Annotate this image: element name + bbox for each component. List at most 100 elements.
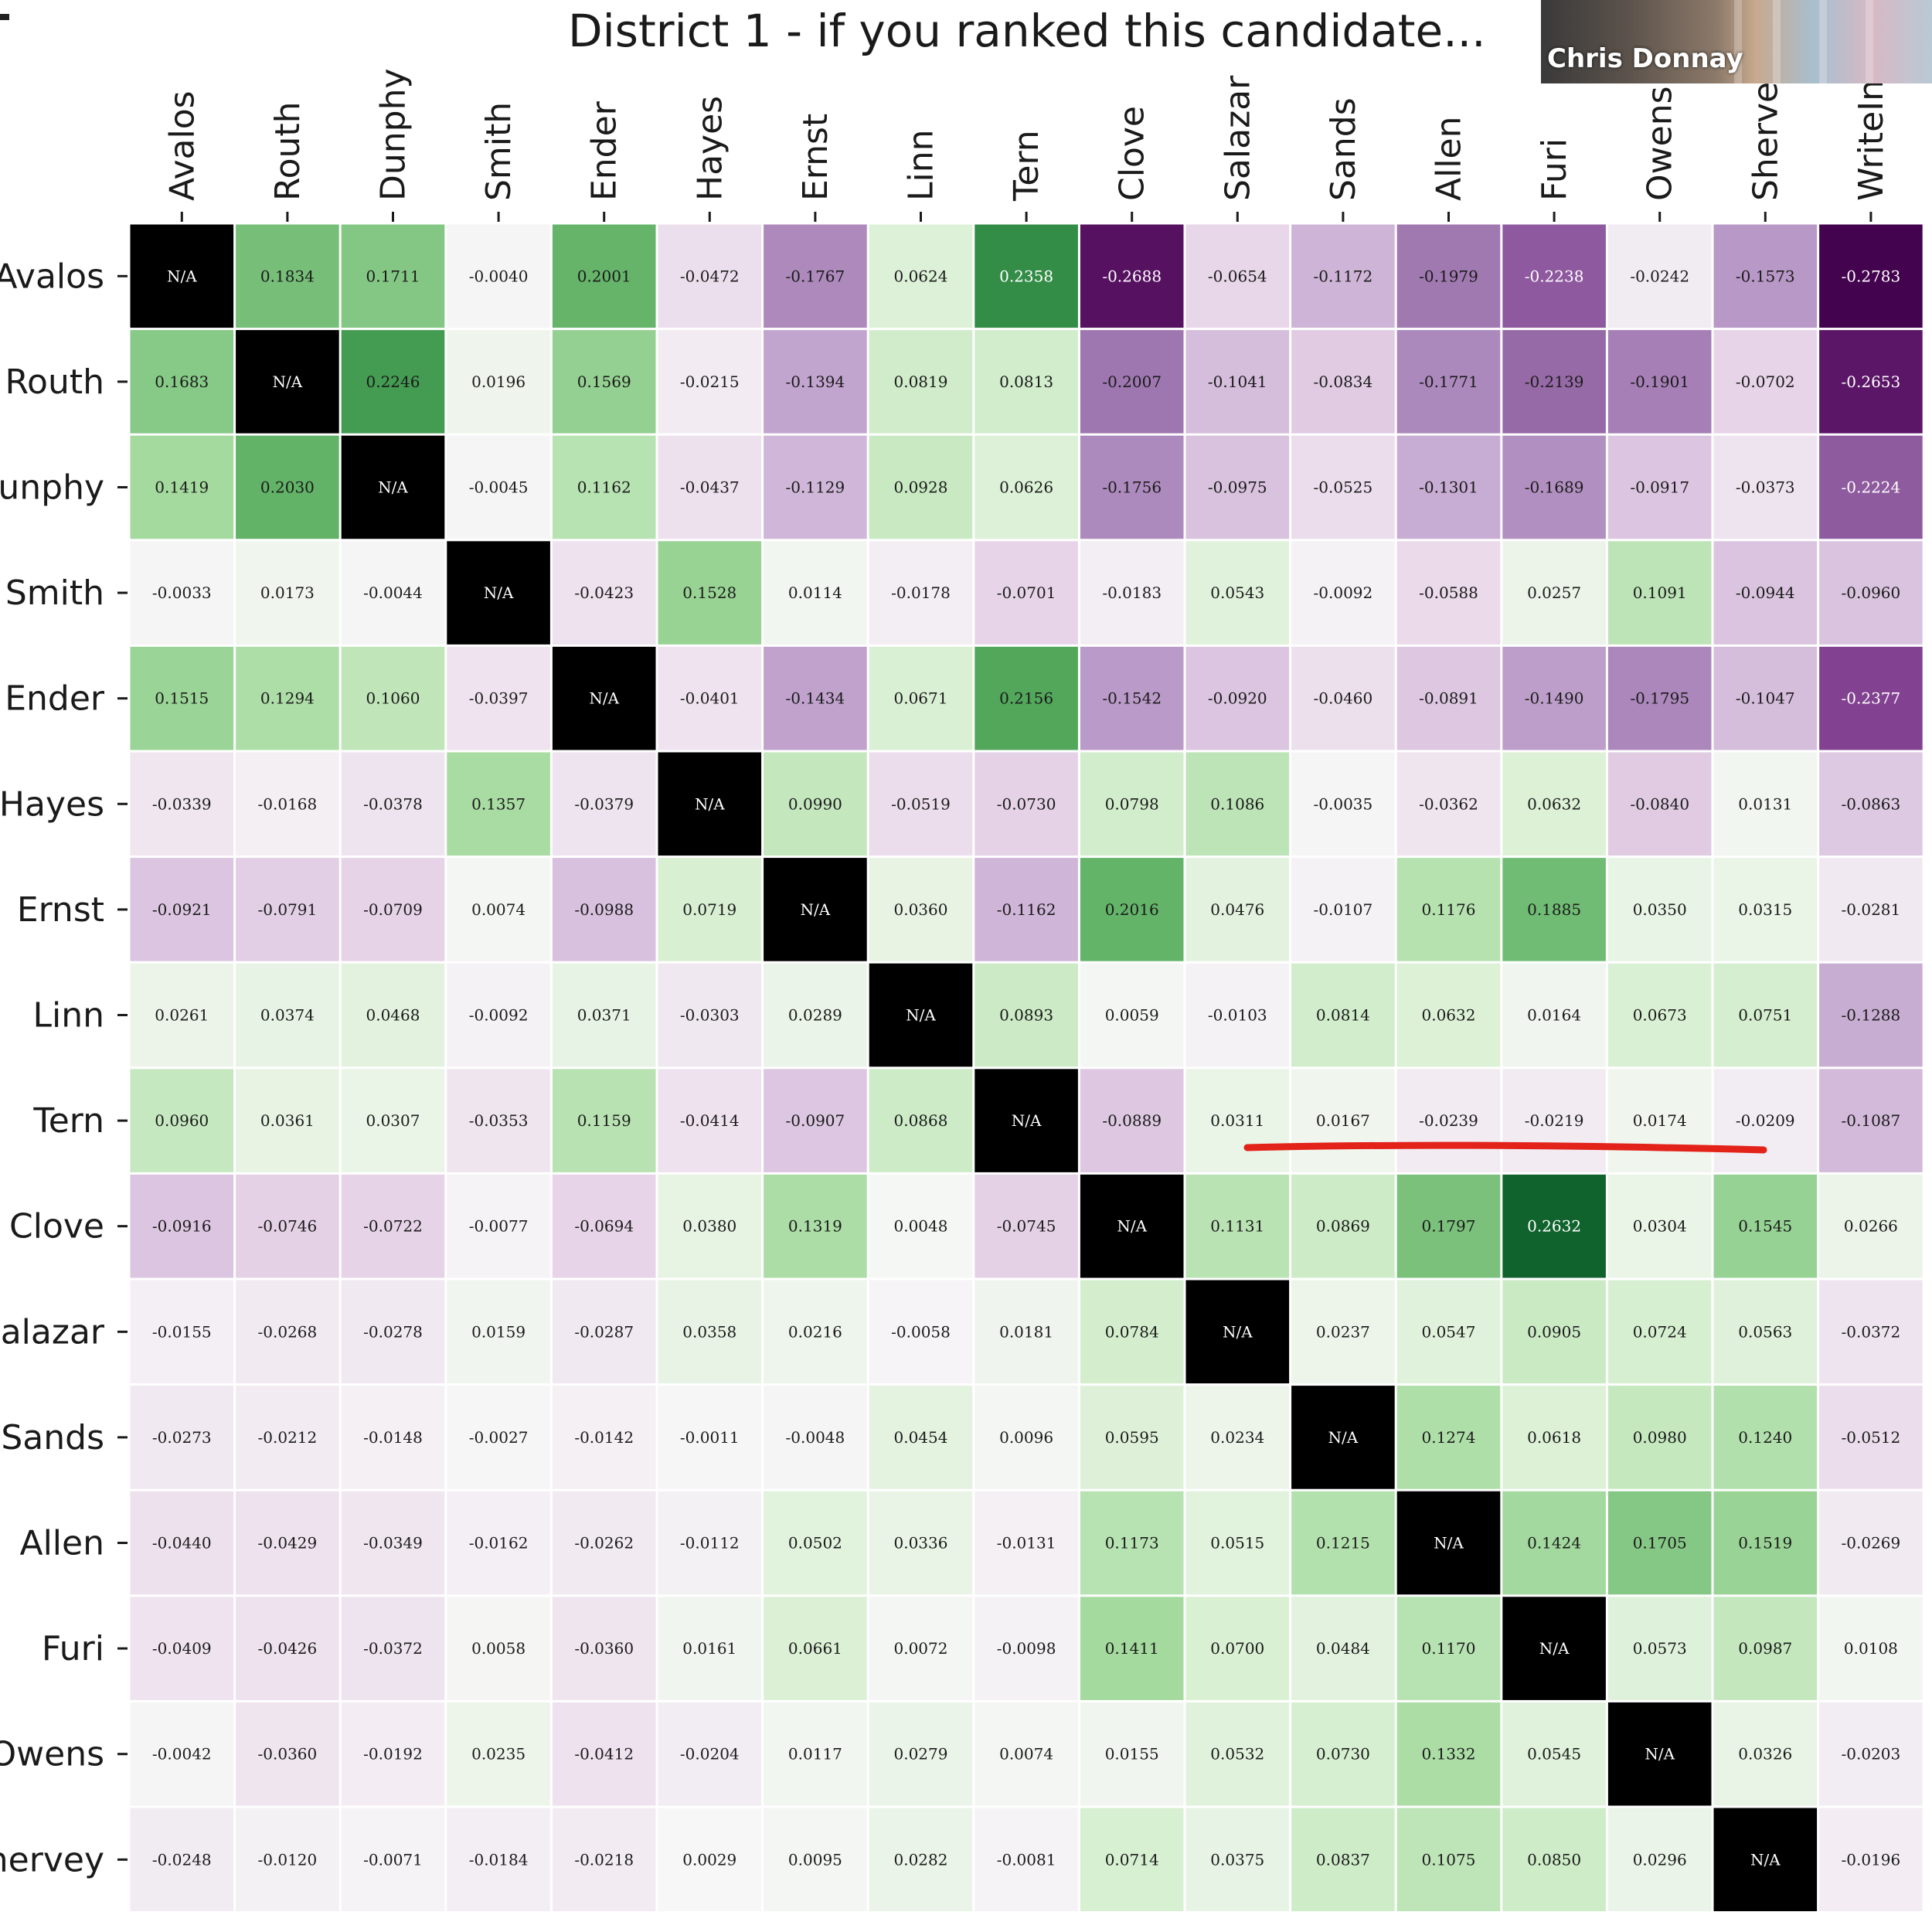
cell-value-label: -0.1542	[1102, 689, 1162, 708]
cell-value-label: 0.0632	[1527, 794, 1581, 813]
heatmap-cell	[341, 1069, 445, 1172]
cell-value-label: 0.0181	[999, 1322, 1053, 1341]
cell-value-label: 0.0990	[788, 794, 842, 813]
cell-value-label: 0.0632	[1422, 1006, 1476, 1025]
cell-value-label: -0.0048	[786, 1428, 845, 1447]
y-tick-label: Tern	[32, 1101, 104, 1141]
heatmap-cell	[1291, 330, 1395, 434]
cell-value-label: 0.0371	[577, 1006, 631, 1025]
heatmap-cell	[130, 752, 234, 856]
cell-value-label: N/A	[1750, 1850, 1781, 1869]
heatmap-cell	[1291, 1702, 1395, 1806]
x-tick-label: Allen	[1430, 116, 1469, 201]
corner-mark	[0, 14, 9, 20]
cell-value-label: -0.1087	[1842, 1111, 1901, 1130]
heatmap-cell	[1607, 752, 1712, 856]
cell-value-label: -0.0362	[1419, 794, 1478, 813]
heatmap-cell	[341, 1174, 445, 1278]
heatmap-cell	[341, 1386, 445, 1489]
cell-value-label: -0.0988	[574, 900, 634, 919]
cell-value-label: 0.1419	[155, 478, 209, 497]
heatmap-cell	[1607, 1069, 1712, 1172]
cell-value-label: 0.0164	[1527, 1006, 1581, 1025]
heatmap-cell	[1291, 1386, 1395, 1489]
cell-value-label: 0.0987	[1738, 1639, 1792, 1658]
cell-value-label: -0.2688	[1102, 267, 1162, 285]
heatmap-cell	[1502, 963, 1606, 1067]
cell-value-label: 0.0814	[1316, 1006, 1370, 1025]
heatmap-cell	[1502, 1597, 1606, 1700]
heatmap-cell	[552, 435, 656, 539]
cell-value-label: 0.0868	[894, 1111, 948, 1130]
cell-value-label: -0.0353	[469, 1111, 529, 1130]
cell-value-label: -0.0702	[1736, 372, 1795, 391]
cell-value-label: N/A	[1645, 1745, 1675, 1764]
cell-value-label: -0.1490	[1525, 689, 1584, 708]
cell-value-label: -0.0273	[152, 1428, 212, 1447]
heatmap-cell	[236, 1597, 339, 1700]
heatmap-cell	[1607, 1280, 1712, 1384]
heatmap-cell	[869, 1069, 973, 1172]
cell-value-label: 0.0336	[894, 1534, 948, 1553]
cell-value-label: -0.0204	[680, 1745, 740, 1764]
cell-value-label: 0.0257	[1527, 583, 1581, 602]
heatmap-cell	[869, 646, 973, 750]
cell-value-label: -0.0162	[469, 1534, 529, 1553]
heatmap-cell	[447, 1597, 550, 1700]
heatmap-cell	[764, 1808, 867, 1912]
heatmap-cell	[1396, 752, 1501, 856]
heatmap-cell	[447, 858, 550, 961]
heatmap-cell	[1502, 224, 1606, 328]
heatmap-cell	[341, 858, 445, 961]
heatmap-cell	[1502, 1069, 1606, 1172]
cell-value-label: 0.1086	[1210, 794, 1264, 813]
heatmap-cell	[1291, 224, 1395, 328]
cell-value-label: -0.0834	[1314, 372, 1373, 391]
heatmap-cell	[1607, 541, 1712, 645]
cell-value-label: -0.0044	[363, 583, 423, 602]
cell-value-label: -0.0409	[152, 1639, 212, 1658]
cell-value-label: N/A	[273, 372, 303, 391]
cell-value-label: -0.0360	[258, 1745, 318, 1764]
heatmap-cell	[764, 541, 867, 645]
cell-value-label: -0.1901	[1630, 372, 1689, 391]
heatmap-cell	[1502, 1386, 1606, 1489]
cell-value-label: -0.1172	[1314, 267, 1373, 285]
cell-value-label: 0.0468	[366, 1006, 420, 1025]
heatmap-cell	[658, 541, 762, 645]
heatmap-cell	[1080, 858, 1184, 961]
cell-value-label: 0.0837	[1316, 1850, 1370, 1869]
cell-value-label: -0.1795	[1630, 689, 1689, 708]
heatmap-cell	[552, 963, 656, 1067]
heatmap-cell	[447, 1702, 550, 1806]
cell-value-label: -0.0168	[258, 794, 318, 813]
participant-video-tile[interactable]: Chris Donnay	[1541, 0, 1932, 83]
cell-value-label: -0.0429	[258, 1534, 318, 1553]
heatmap-cell	[1502, 752, 1606, 856]
heatmap-cell	[1080, 435, 1184, 539]
heatmap-cell	[236, 224, 339, 328]
heatmap-cell	[975, 1702, 1078, 1806]
heatmap-cell	[1185, 858, 1290, 961]
cell-value-label: -0.0081	[997, 1850, 1056, 1869]
cell-value-label: N/A	[695, 794, 725, 813]
cell-value-label: 0.0714	[1105, 1850, 1159, 1869]
y-tick-label: Ernst	[17, 890, 104, 930]
heatmap-cell	[1185, 541, 1290, 645]
x-tick-label: Sherve	[1746, 82, 1785, 201]
cell-value-label: -0.0588	[1419, 583, 1478, 602]
cell-value-label: 0.0671	[894, 689, 948, 708]
video-stripe	[1773, 0, 1781, 83]
x-tick-label: Avalos	[162, 90, 202, 201]
heatmap-cell	[130, 1174, 234, 1278]
cell-value-label: -0.0791	[258, 900, 318, 919]
cell-value-label: 0.0595	[1105, 1428, 1159, 1447]
cell-value-label: 0.1274	[1422, 1428, 1476, 1447]
heatmap-cell	[1291, 1069, 1395, 1172]
cell-value-label: 0.0380	[682, 1217, 736, 1236]
heatmap-cell	[764, 752, 867, 856]
y-tick-label: unphy	[0, 468, 104, 508]
heatmap-cell	[1185, 1386, 1290, 1489]
heatmap-cell	[764, 646, 867, 750]
